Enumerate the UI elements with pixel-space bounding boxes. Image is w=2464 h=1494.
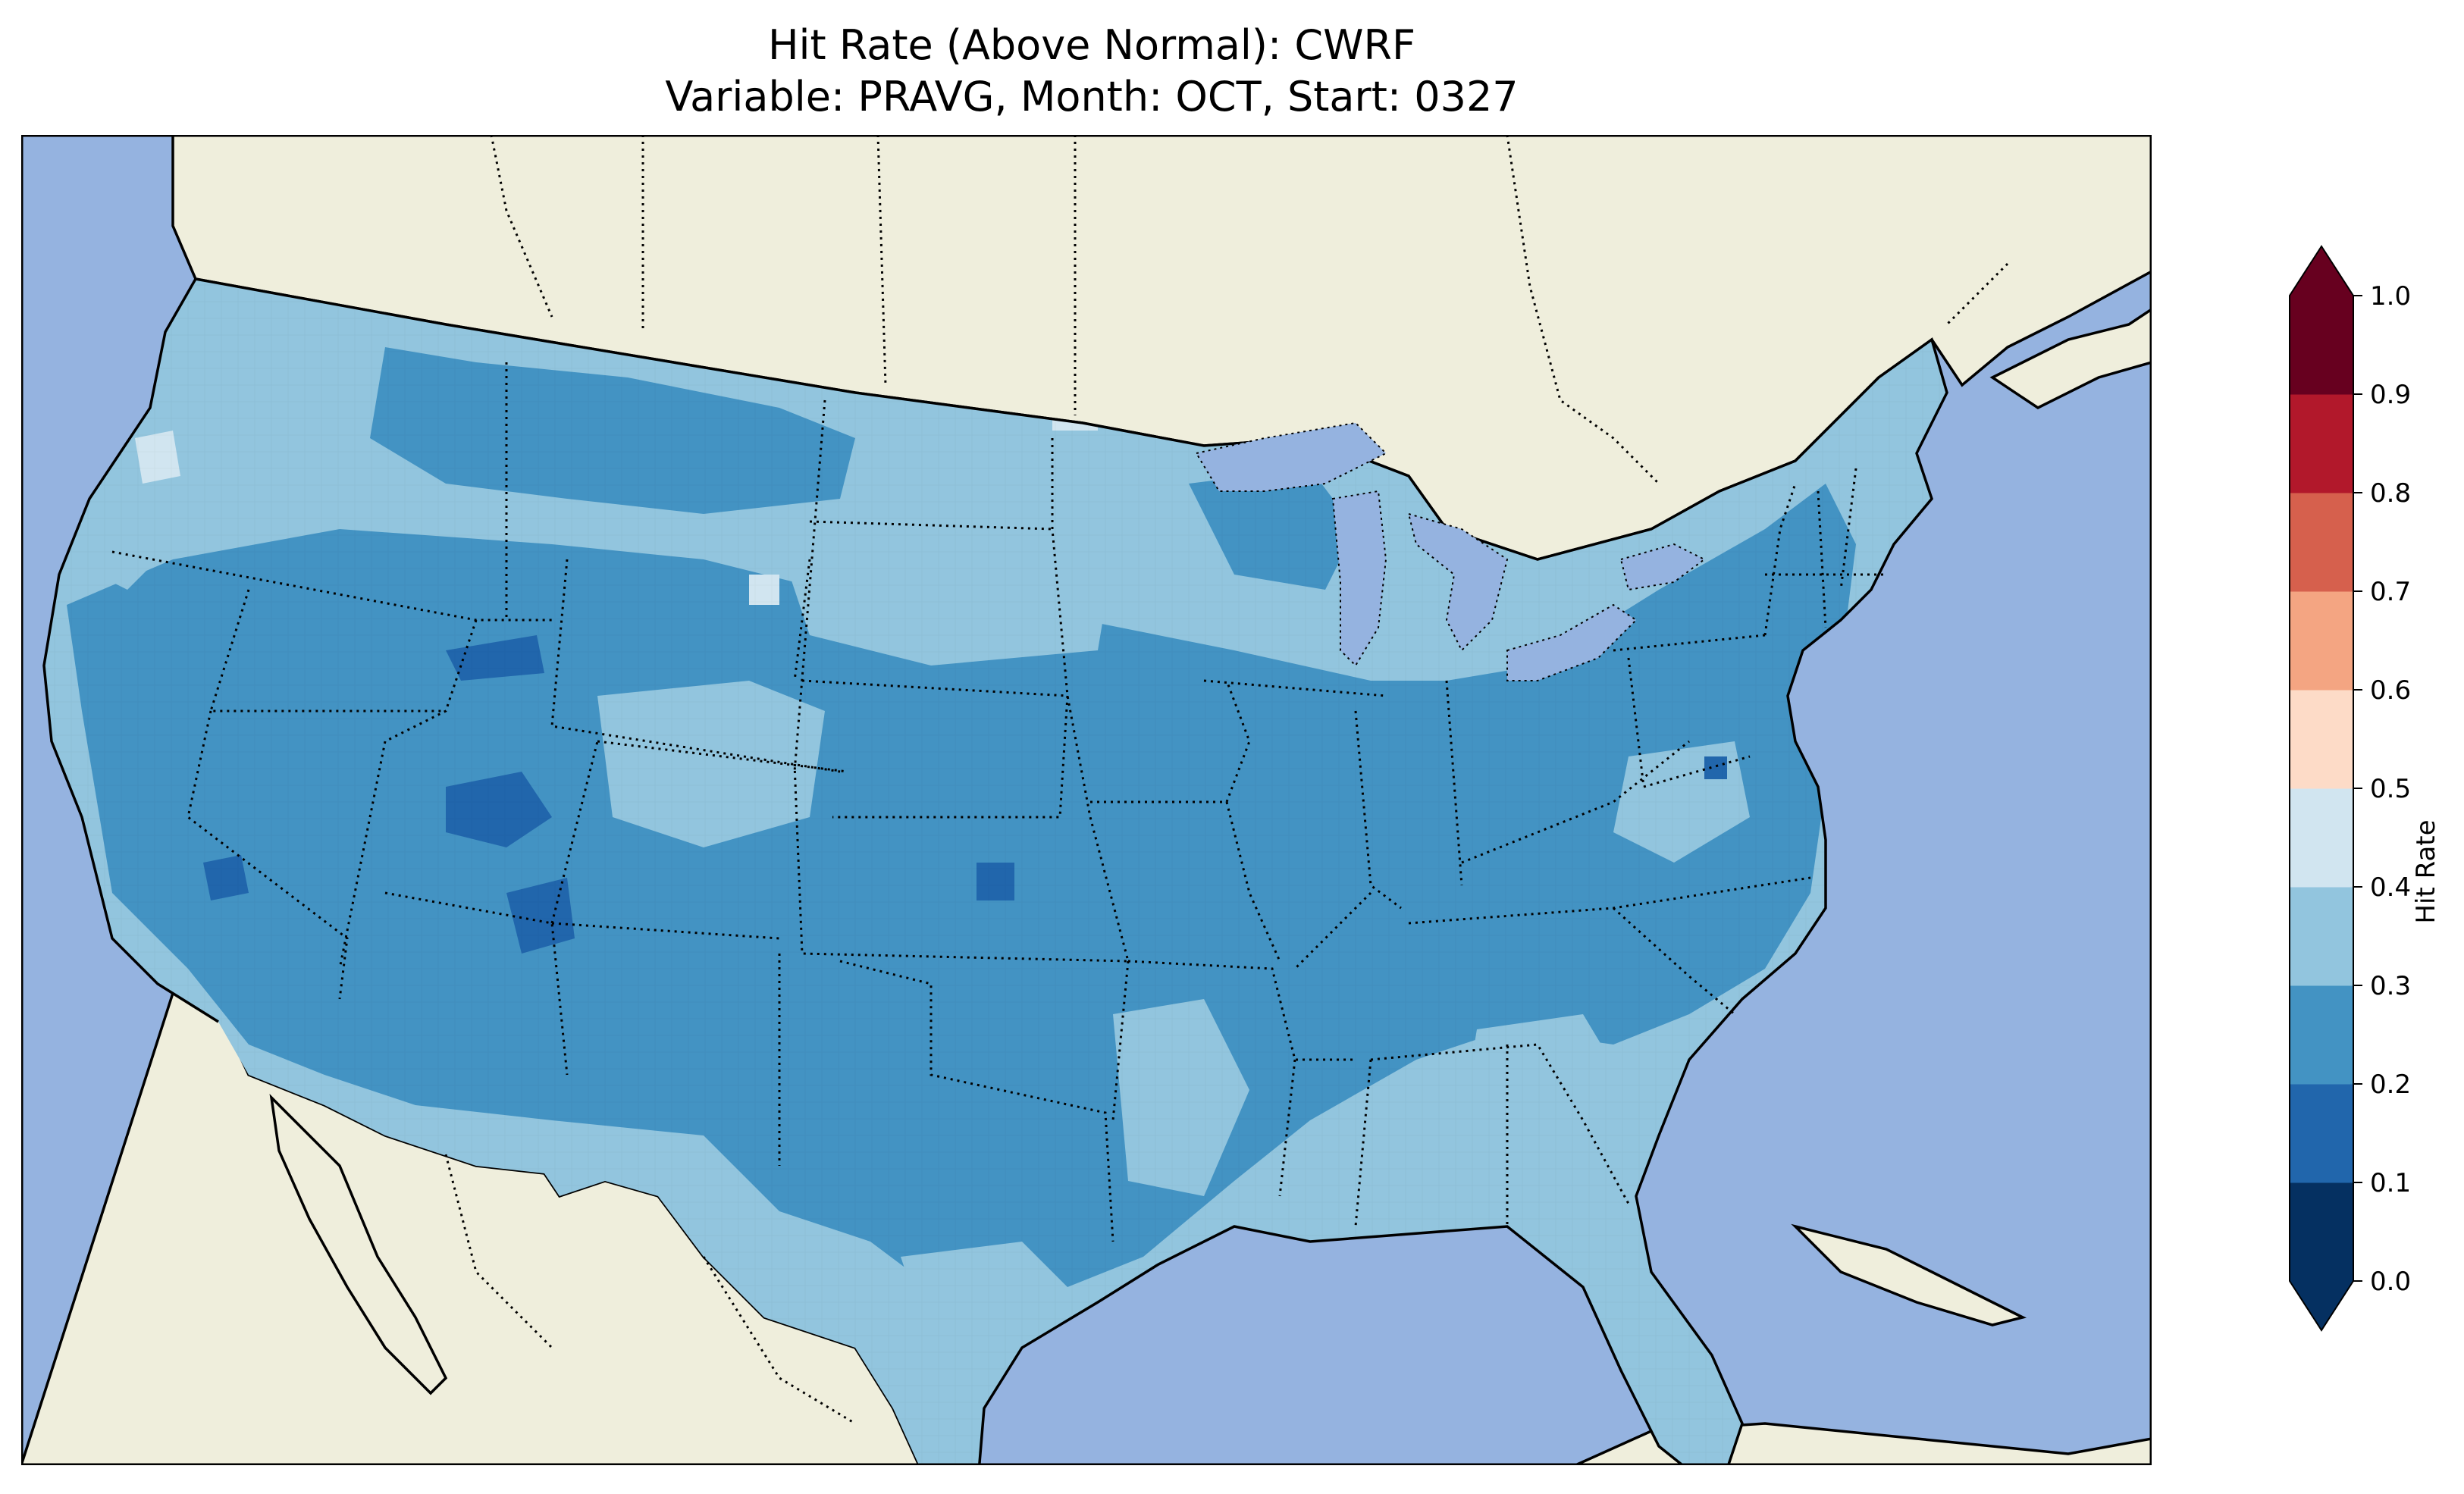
state-border bbox=[1354, 1059, 1372, 1227]
state-border bbox=[1278, 1059, 1296, 1197]
state-border bbox=[832, 695, 1069, 819]
land-nova-scotia bbox=[1989, 307, 2152, 410]
colorbar-bin bbox=[2290, 493, 2353, 592]
great-lakes bbox=[1195, 421, 1706, 681]
title-line-1: Hit Rate (Above Normal): CWRF bbox=[767, 21, 1416, 69]
colorbar-extend-under bbox=[2290, 1281, 2353, 1330]
state-border bbox=[1445, 680, 1463, 886]
title-line-2: Variable: PRAVG, Month: OCT, Start: 0327 bbox=[665, 73, 1519, 121]
state-border bbox=[1613, 634, 1766, 652]
colorbar-bin bbox=[2290, 1182, 2353, 1282]
colorbar-extend-over bbox=[2290, 246, 2353, 296]
colorbar-tick-label: 0.7 bbox=[2370, 577, 2411, 607]
colorbar-tick-label: 0.1 bbox=[2370, 1168, 2411, 1198]
state-border bbox=[839, 960, 1114, 1242]
state-border bbox=[208, 589, 446, 713]
colorbar-tick-label: 0.0 bbox=[2370, 1267, 2411, 1297]
colorbar-bin bbox=[2290, 591, 2353, 691]
colorbar-tick-label: 0.9 bbox=[2370, 380, 2411, 410]
figure-title: Hit Rate (Above Normal): CWRF Variable: … bbox=[0, 20, 2183, 123]
colorbar-tick-label: 0.5 bbox=[2370, 774, 2411, 804]
state-border bbox=[1763, 483, 1797, 636]
state-border bbox=[1817, 490, 1827, 628]
colorbar: 0.0 0.1 0.2 0.3 0.4 0.5 0.6 0.7 0.8 0.9 1.0 bbox=[2289, 245, 2411, 1332]
land-cuba bbox=[1791, 1223, 2027, 1326]
state-border bbox=[1090, 680, 1251, 803]
map-frame bbox=[21, 135, 2152, 1465]
state-border bbox=[1293, 891, 1372, 970]
state-border bbox=[793, 763, 1129, 963]
state-border bbox=[1643, 755, 1751, 788]
state-border bbox=[1127, 960, 1356, 1061]
colorbar-tick-label: 0.6 bbox=[2370, 675, 2411, 706]
state-border bbox=[1370, 1043, 1630, 1204]
province-borders bbox=[444, 135, 2009, 1425]
colorbar-bin bbox=[2290, 690, 2353, 789]
colorbar-tick-label: 1.0 bbox=[2370, 281, 2411, 312]
colorbar-bin bbox=[2290, 296, 2353, 395]
state-border bbox=[793, 399, 826, 772]
us-coastline bbox=[42, 277, 1948, 1465]
colorbar-bin bbox=[2290, 985, 2353, 1085]
state-border bbox=[550, 559, 841, 773]
colorbar-bin bbox=[2290, 1084, 2353, 1183]
state-border bbox=[338, 741, 387, 969]
colorbar-bin bbox=[2290, 394, 2353, 493]
state-border bbox=[1225, 801, 1281, 962]
colorbar-tick-label: 0.3 bbox=[2370, 971, 2411, 1001]
colorbar-tick-label: 0.8 bbox=[2370, 478, 2411, 509]
colorbar-label: Hit Rate bbox=[2411, 819, 2441, 924]
colorbar-bin bbox=[2290, 887, 2353, 986]
colorbar-tick-label: 0.4 bbox=[2370, 872, 2411, 903]
state-border bbox=[1051, 438, 1130, 962]
state-border bbox=[384, 891, 569, 1076]
colorbar-bin bbox=[2290, 788, 2353, 888]
colorbar-tick-label: 0.2 bbox=[2370, 1070, 2411, 1100]
state-border bbox=[1203, 679, 1387, 697]
state-borders bbox=[111, 362, 1886, 1242]
state-border bbox=[1627, 657, 1645, 788]
map-panel bbox=[21, 135, 2152, 1465]
state-border bbox=[597, 740, 848, 773]
